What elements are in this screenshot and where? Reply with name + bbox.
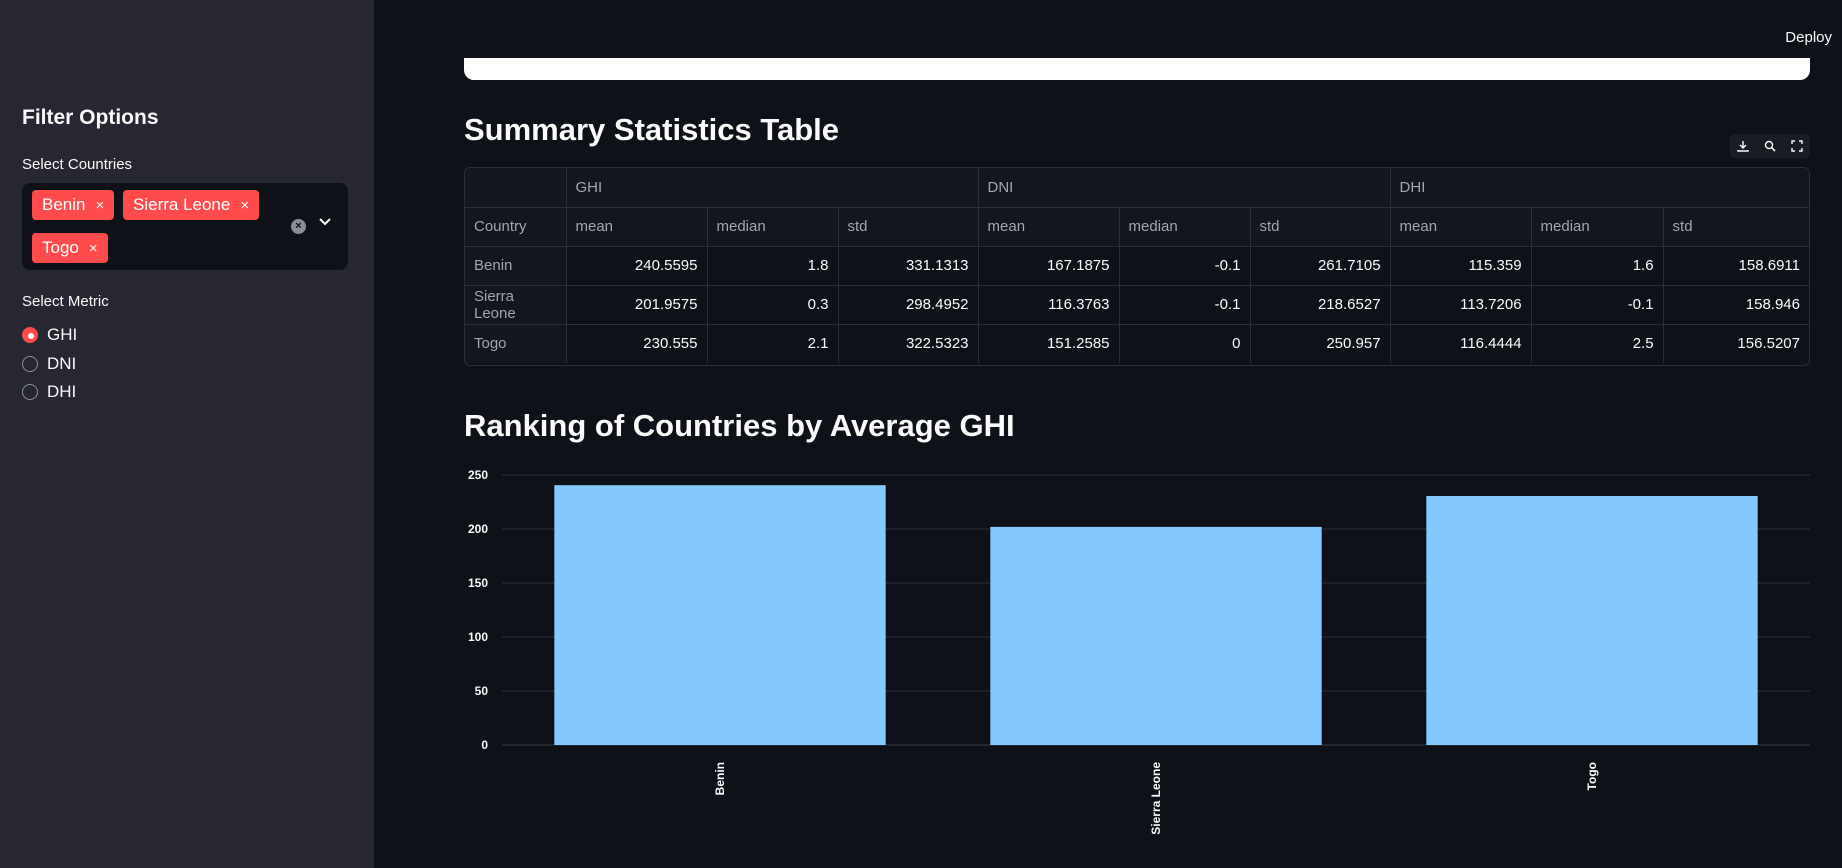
chevron-down-icon[interactable]: [318, 212, 332, 232]
fullscreen-icon[interactable]: [1790, 139, 1804, 153]
table-cell: 0: [1118, 323, 1251, 363]
sidebar-title: Filter Options: [22, 106, 159, 129]
table-cell: 250.957: [1249, 323, 1391, 363]
x-tick-label: Sierra Leone: [1149, 762, 1163, 835]
table-row[interactable]: Togo 230.555 2.1 322.5323 151.2585 0 250…: [465, 323, 1809, 363]
bar[interactable]: [1426, 496, 1758, 745]
y-tick-label: 250: [468, 468, 488, 482]
column-header: median: [1118, 206, 1251, 247]
table-cell: 167.1875: [977, 245, 1120, 286]
table-row[interactable]: Benin 240.5595 1.8 331.1313 167.1875 -0.…: [465, 245, 1809, 286]
bar[interactable]: [990, 526, 1322, 745]
clear-all-icon[interactable]: ×: [291, 219, 306, 234]
table-sub-header-row: Country mean median std mean median std …: [465, 206, 1809, 247]
radio-dni[interactable]: DNI: [22, 353, 76, 375]
table-cell: 261.7105: [1249, 245, 1391, 286]
table-toolbar: [1730, 134, 1810, 158]
table-group-header-row: GHI DNI DHI: [465, 168, 1809, 208]
radio-unselected-icon[interactable]: [22, 356, 38, 372]
column-header: median: [1530, 206, 1664, 247]
previous-element-card: [464, 58, 1810, 80]
column-header: mean: [1389, 206, 1532, 247]
table-cell: 218.6527: [1249, 284, 1391, 325]
sidebar: Filter Options Select Countries Benin × S…: [0, 0, 374, 868]
y-tick-label: 50: [475, 684, 489, 698]
metric-label: Select Metric: [22, 293, 109, 310]
countries-multiselect[interactable]: Benin × Sierra Leone × Togo × ×: [22, 183, 348, 270]
chip-label: Togo: [42, 238, 79, 257]
y-tick-label: 100: [468, 630, 488, 644]
chip-sierra-leone: Sierra Leone ×: [123, 190, 260, 220]
download-icon[interactable]: [1736, 139, 1750, 153]
table-cell: 2.1: [706, 323, 839, 363]
table-cell: 1.8: [706, 245, 839, 286]
table-cell: 230.555: [565, 323, 708, 363]
table-cell: 201.9575: [565, 284, 708, 325]
y-tick-label: 150: [468, 576, 488, 590]
radio-label: GHI: [47, 325, 78, 344]
chip-label: Sierra Leone: [133, 195, 231, 214]
radio-dhi[interactable]: DHI: [22, 381, 76, 403]
table-cell: 116.3763: [977, 284, 1120, 325]
table-row[interactable]: Sierra Leone 201.9575 0.3 298.4952 116.3…: [465, 284, 1809, 325]
deploy-button[interactable]: Deploy: [1785, 29, 1832, 46]
y-tick-label: 0: [481, 738, 488, 752]
table-cell: 156.5207: [1662, 323, 1809, 363]
radio-label: DHI: [47, 382, 77, 401]
row-index: Sierra Leone: [465, 284, 567, 325]
row-index: Togo: [465, 323, 567, 363]
table-cell: 113.7206: [1389, 284, 1532, 325]
table-cell: 1.6: [1530, 245, 1664, 286]
countries-label: Select Countries: [22, 156, 133, 173]
table-cell: 2.5: [1530, 323, 1664, 363]
table-cell: 0.3: [706, 284, 839, 325]
row-index: Benin: [465, 245, 567, 286]
chip-label: Benin: [42, 195, 86, 214]
x-tick-label: Togo: [1585, 762, 1599, 790]
table-cell: 331.1313: [837, 245, 979, 286]
column-header: std: [1249, 206, 1391, 247]
table-cell: 298.4952: [837, 284, 979, 325]
table-cell: -0.1: [1530, 284, 1664, 325]
column-header: mean: [977, 206, 1120, 247]
column-header: mean: [565, 206, 708, 247]
summary-title: Summary Statistics Table: [464, 112, 840, 147]
chip-benin: Benin ×: [32, 190, 115, 220]
index-header: Country: [465, 206, 567, 247]
ranking-title: Ranking of Countries by Average GHI: [464, 408, 1015, 443]
table-cell: 151.2585: [977, 323, 1120, 363]
x-tick-label: Benin: [713, 762, 727, 795]
table-cell: 115.359: [1389, 245, 1532, 286]
column-header: std: [1662, 206, 1809, 247]
y-tick-label: 200: [468, 522, 488, 536]
group-header-dhi: DHI: [1389, 168, 1809, 208]
table-cell: 240.5595: [565, 245, 708, 286]
radio-unselected-icon[interactable]: [22, 384, 38, 400]
radio-ghi[interactable]: GHI: [22, 324, 77, 346]
search-icon[interactable]: [1763, 139, 1777, 153]
column-header: median: [706, 206, 839, 247]
table-cell: 158.6911: [1662, 245, 1809, 286]
corner-cell: [465, 168, 567, 208]
group-header-dni: DNI: [977, 168, 1391, 208]
table-cell: -0.1: [1118, 284, 1251, 325]
column-header: std: [837, 206, 979, 247]
radio-selected-icon[interactable]: [22, 327, 38, 343]
radio-label: DNI: [47, 354, 77, 373]
chip-togo: Togo ×: [32, 233, 108, 263]
table-cell: 116.4444: [1389, 323, 1532, 363]
group-header-ghi: GHI: [565, 168, 979, 208]
summary-table[interactable]: GHI DNI DHI Country mean median std mean…: [464, 167, 1810, 366]
ranking-bar-chart[interactable]: 0 50 100 150 200 250 Benin Sierra Leone Togo: [464, 460, 1810, 860]
chip-remove-icon[interactable]: ×: [88, 240, 98, 257]
chip-remove-icon[interactable]: ×: [240, 197, 250, 214]
table-cell: 158.946: [1662, 284, 1809, 325]
chip-remove-icon[interactable]: ×: [95, 197, 105, 214]
bar[interactable]: [554, 485, 886, 745]
table-cell: 322.5323: [837, 323, 979, 363]
table-cell: -0.1: [1118, 245, 1251, 286]
